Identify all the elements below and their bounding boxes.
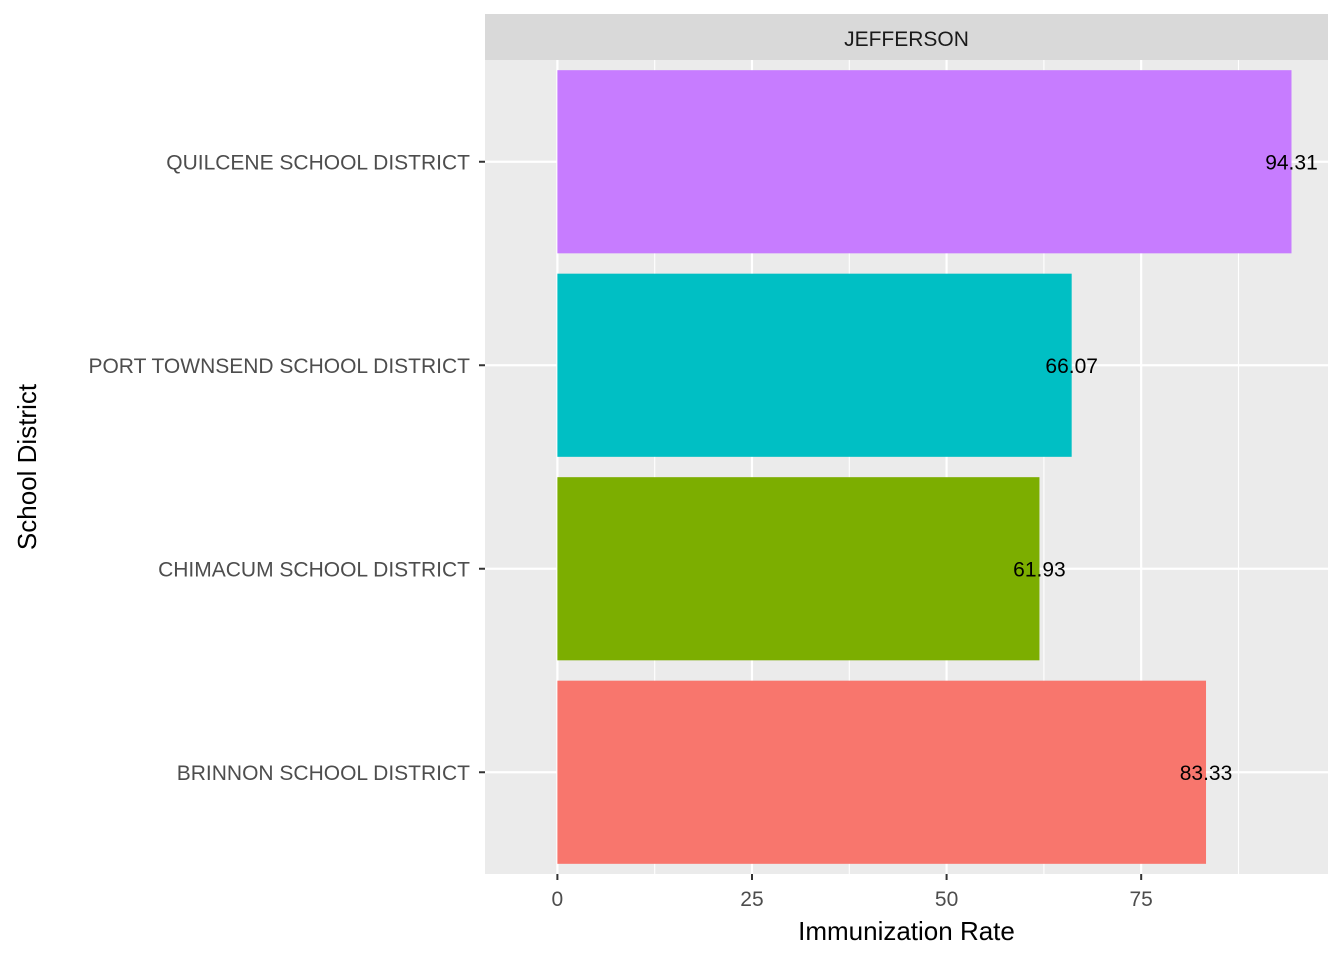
facet-strip-label: JEFFERSON [844, 28, 969, 51]
x-axis-title: Immunization Rate [798, 916, 1015, 946]
x-tick-label: 0 [552, 888, 564, 911]
bars [557, 70, 1292, 864]
y-tick-label: CHIMACUM SCHOOL DISTRICT [158, 558, 470, 581]
x-tick-label: 50 [935, 888, 958, 911]
bar-value-label: 83.33 [1180, 762, 1233, 785]
x-tick-label: 25 [740, 888, 763, 911]
y-axis-title: School District [12, 383, 42, 550]
bar-value-label: 61.93 [1013, 558, 1066, 581]
bar [557, 70, 1292, 254]
bar [557, 680, 1207, 864]
y-tick-label: PORT TOWNSEND SCHOOL DISTRICT [88, 355, 470, 378]
strip-background [485, 14, 1328, 60]
x-axis: 0 25 50 75 [552, 874, 1153, 911]
data-labels: 83.33 61.93 66.07 94.31 [1013, 151, 1318, 785]
bar-value-label: 94.31 [1265, 151, 1318, 174]
y-tick-label: BRINNON SCHOOL DISTRICT [177, 762, 470, 785]
bar [557, 273, 1072, 457]
y-tick-label: QUILCENE SCHOOL DISTRICT [166, 151, 470, 174]
bar-value-label: 66.07 [1045, 355, 1098, 378]
x-tick-label: 75 [1130, 888, 1153, 911]
y-axis: BRINNON SCHOOL DISTRICT CHIMACUM SCHOOL D… [88, 151, 485, 785]
bar [557, 477, 1040, 661]
